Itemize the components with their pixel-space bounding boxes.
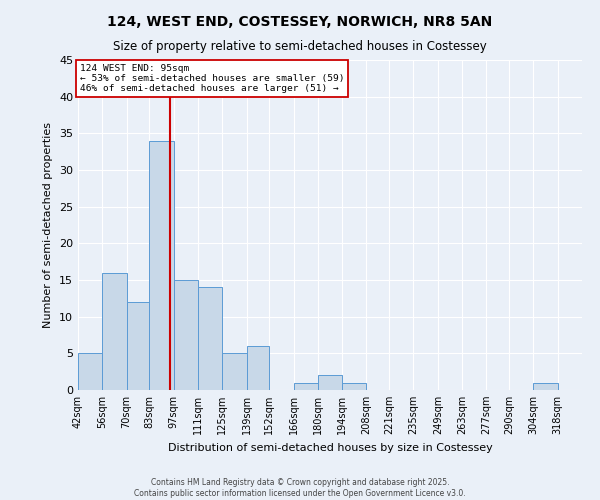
Text: 124 WEST END: 95sqm
← 53% of semi-detached houses are smaller (59)
46% of semi-d: 124 WEST END: 95sqm ← 53% of semi-detach… bbox=[80, 64, 344, 94]
Text: Contains HM Land Registry data © Crown copyright and database right 2025.
Contai: Contains HM Land Registry data © Crown c… bbox=[134, 478, 466, 498]
Bar bbox=[293, 382, 318, 390]
Y-axis label: Number of semi-detached properties: Number of semi-detached properties bbox=[43, 122, 53, 328]
Text: 124, WEST END, COSTESSEY, NORWICH, NR8 5AN: 124, WEST END, COSTESSEY, NORWICH, NR8 5… bbox=[107, 15, 493, 29]
Text: Size of property relative to semi-detached houses in Costessey: Size of property relative to semi-detach… bbox=[113, 40, 487, 53]
Bar bbox=[318, 376, 342, 390]
Bar bbox=[127, 302, 149, 390]
Bar bbox=[149, 140, 173, 390]
Bar bbox=[78, 354, 103, 390]
X-axis label: Distribution of semi-detached houses by size in Costessey: Distribution of semi-detached houses by … bbox=[167, 442, 493, 452]
Bar bbox=[533, 382, 557, 390]
Bar bbox=[342, 382, 367, 390]
Bar bbox=[247, 346, 269, 390]
Bar bbox=[222, 354, 247, 390]
Bar bbox=[173, 280, 198, 390]
Bar bbox=[198, 288, 222, 390]
Bar bbox=[103, 272, 127, 390]
